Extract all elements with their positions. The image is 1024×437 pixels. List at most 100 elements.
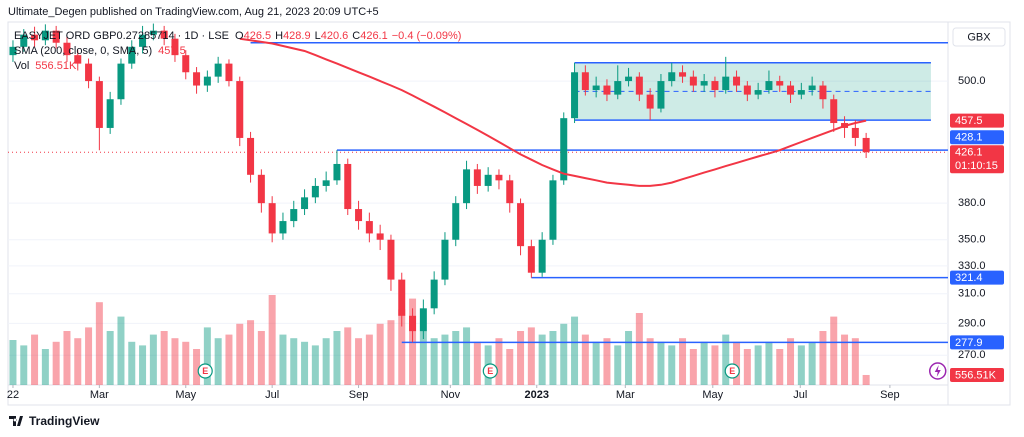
event-marker <box>724 363 740 379</box>
volume-bar <box>322 338 330 385</box>
x-tick-label: Jul <box>265 389 279 401</box>
candle-body <box>9 46 17 56</box>
volume-bar <box>430 338 438 385</box>
candle-body <box>787 85 795 95</box>
candle-body <box>117 63 125 100</box>
x-tick-label: May <box>702 389 723 401</box>
y-tick-label: 500.0 <box>958 75 986 87</box>
volume-bar <box>517 331 525 385</box>
volume-bar <box>149 334 157 385</box>
volume-bar <box>387 320 395 385</box>
candle-body <box>560 118 568 181</box>
volume-bar <box>203 327 211 385</box>
volume-bar <box>571 316 579 385</box>
candle-body <box>430 279 438 309</box>
volume-bar <box>851 338 859 385</box>
footer: TradingView <box>29 414 100 428</box>
legend-value: 426.5 <box>244 30 272 42</box>
candle-body <box>851 127 859 138</box>
candle-body <box>614 81 622 95</box>
candle-body <box>441 239 449 280</box>
candle-body <box>495 174 503 181</box>
x-tick-label: Jul <box>793 389 807 401</box>
volume-bar <box>268 295 276 385</box>
candle-body <box>311 185 319 198</box>
candle-body <box>376 233 384 240</box>
volume-bar <box>236 323 244 385</box>
volume-badge <box>950 368 1004 382</box>
candle-body <box>452 203 460 240</box>
volume-bar <box>668 345 676 385</box>
y-tick-label: 330.0 <box>958 260 986 272</box>
candle-body <box>765 81 773 91</box>
price-badge-label: 428.1 <box>955 132 983 144</box>
price-badge <box>950 130 1004 145</box>
candle-body <box>257 174 265 204</box>
candle-body <box>355 209 363 222</box>
candle-body <box>776 81 784 86</box>
volume-bar <box>657 341 665 385</box>
volume-bar <box>333 331 341 385</box>
y-tick-label: 380.0 <box>958 197 986 209</box>
legend-value: 428.9 <box>283 30 311 42</box>
candle-body <box>754 90 762 95</box>
volume-bar <box>247 320 255 385</box>
candle-body <box>171 38 179 56</box>
candle-body <box>74 55 82 64</box>
volume-bar <box>743 349 751 385</box>
volume-bar <box>625 331 633 385</box>
candle-body <box>657 81 665 109</box>
candle-body <box>279 221 287 234</box>
event-marker <box>482 363 498 379</box>
candle-body <box>149 30 157 35</box>
candle-body <box>214 63 222 77</box>
x-tick-label: Mar <box>616 389 635 401</box>
price-badge-label: 321.4 <box>955 272 983 284</box>
x-tick-label: Sep <box>880 389 900 401</box>
volume-bar <box>614 345 622 385</box>
candle-body <box>517 203 525 247</box>
candle-body <box>85 63 93 82</box>
candle-body <box>160 30 168 39</box>
candle-body <box>549 180 557 240</box>
candle-body <box>722 76 730 91</box>
volume-bar <box>63 331 71 385</box>
x-tick-label: Nov <box>441 389 461 401</box>
volume-bar <box>473 341 481 385</box>
legend-value: 426.1 <box>360 30 388 42</box>
volume-bar <box>754 345 762 385</box>
x-tick-label: Mar <box>90 389 109 401</box>
volume-bar <box>20 345 28 385</box>
legend-key: C <box>352 30 360 42</box>
currency-box <box>952 27 1006 47</box>
candle-body <box>398 279 406 316</box>
volume-bar <box>808 341 816 385</box>
alert-icon <box>934 365 941 377</box>
y-tick-label: 310.0 <box>958 288 986 300</box>
candle-body <box>733 76 741 86</box>
volume-bar <box>257 331 265 385</box>
volume-bar <box>74 338 82 385</box>
candle-body <box>538 239 546 273</box>
y-tick-label: 290.0 <box>958 317 986 329</box>
price-badge-countdown: 01:10:15 <box>955 160 998 172</box>
candle-body <box>797 90 805 95</box>
volume-bar <box>31 334 39 385</box>
legend-row: SMA (200, close, 0, SMA, 5) 457.5 <box>14 45 186 57</box>
header: Ultimate_Degen published on TradingView.… <box>8 6 379 18</box>
volume-bar <box>193 349 201 385</box>
candle-body <box>322 180 330 186</box>
candle-body <box>581 72 589 91</box>
volume-bar <box>139 345 147 385</box>
candle-body <box>20 34 28 47</box>
currency: GBX <box>967 31 991 43</box>
legend-key: H <box>275 30 283 42</box>
logo-icon <box>9 416 23 426</box>
price-badge <box>950 145 1004 174</box>
volume-bar <box>398 309 406 385</box>
volume-bar <box>225 334 233 385</box>
volume-bar <box>776 349 784 385</box>
price-badge-label: 457.5 <box>955 115 983 127</box>
